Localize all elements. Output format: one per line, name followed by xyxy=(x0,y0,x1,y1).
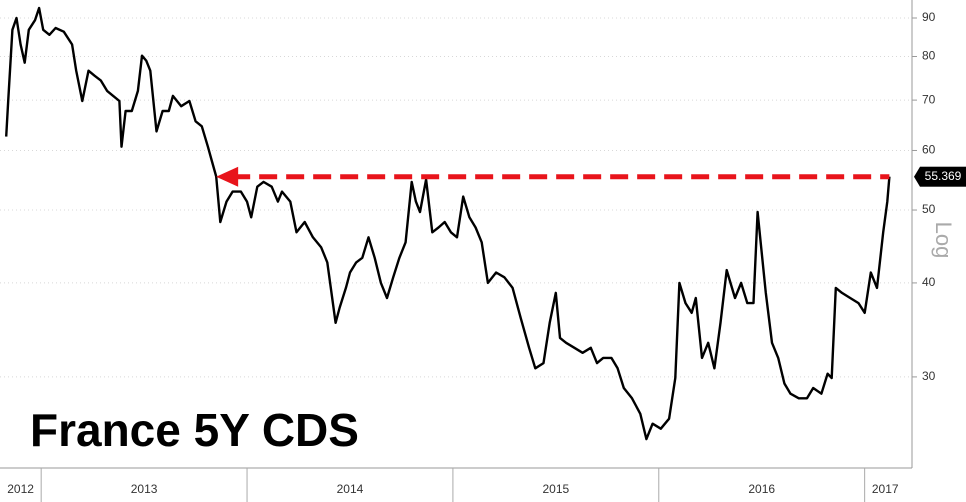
x-tick-label: 2014 xyxy=(337,482,364,496)
x-tick-label: 2013 xyxy=(131,482,158,496)
last-value-box xyxy=(920,166,966,187)
price-line xyxy=(5,6,891,441)
y-tick-label: 70 xyxy=(922,92,936,106)
y-tick-label: 60 xyxy=(922,143,936,157)
y-tick-label: 50 xyxy=(922,202,936,216)
y-tick-label: 90 xyxy=(922,10,936,24)
y-axis-label: Log xyxy=(931,222,956,259)
x-tick-label: 2012 xyxy=(7,482,34,496)
x-tick-label: 2015 xyxy=(542,482,569,496)
x-tick-label: 2017 xyxy=(872,482,899,496)
last-value-pointer xyxy=(914,166,920,187)
y-tick-label: 80 xyxy=(922,49,936,63)
last-value-label: 55.369 xyxy=(925,169,962,183)
y-tick-label: 30 xyxy=(922,369,936,383)
x-tick-label: 2016 xyxy=(748,482,775,496)
reference-arrow-head xyxy=(216,166,239,187)
chart-title: France 5Y CDS xyxy=(30,404,359,456)
y-tick-label: 40 xyxy=(922,275,936,289)
